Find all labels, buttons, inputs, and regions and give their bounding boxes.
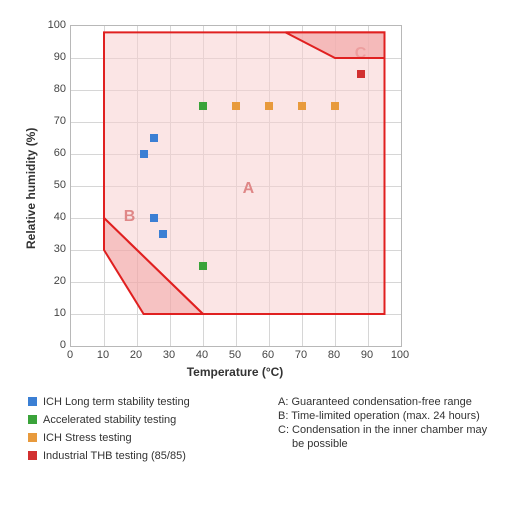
x-tick: 100 [390, 349, 410, 361]
y-tick: 20 [42, 275, 66, 287]
annotation-A: A: Guaranteed condensation-free range [278, 395, 508, 409]
point-ich_long [150, 134, 158, 142]
y-tick: 80 [42, 83, 66, 95]
y-tick: 50 [42, 179, 66, 191]
point-stress [298, 102, 306, 110]
y-tick: 10 [42, 307, 66, 319]
legend-swatch [28, 415, 37, 424]
regions-overlay [71, 26, 401, 346]
legend-label: Industrial THB testing (85/85) [43, 449, 186, 463]
legend-label: ICH Long term stability testing [43, 395, 190, 409]
y-tick: 30 [42, 243, 66, 255]
y-tick: 60 [42, 147, 66, 159]
y-tick: 40 [42, 211, 66, 223]
y-tick: 0 [42, 339, 66, 351]
y-tick: 100 [42, 19, 66, 31]
point-ich_long [140, 150, 148, 158]
legend-item-stress: ICH Stress testing [28, 431, 268, 445]
x-axis-label: Temperature (°C) [70, 365, 400, 379]
point-thb [357, 70, 365, 78]
x-tick: 20 [126, 349, 146, 361]
y-axis-label: Relative humidity (%) [24, 128, 38, 249]
annotation-C1: C: Condensation in the inner chamber may [278, 423, 508, 437]
x-tick: 10 [93, 349, 113, 361]
legend-swatch [28, 451, 37, 460]
y-tick: 70 [42, 115, 66, 127]
plot-area: ABC [70, 25, 402, 347]
point-accel [199, 262, 207, 270]
x-tick: 40 [192, 349, 212, 361]
legend-item-thb: Industrial THB testing (85/85) [28, 449, 268, 463]
point-ich_long [150, 214, 158, 222]
point-accel [199, 102, 207, 110]
point-ich_long [159, 230, 167, 238]
series-legend: ICH Long term stability testing Accelerat… [28, 395, 268, 467]
y-tick: 90 [42, 51, 66, 63]
region-annotations: A: Guaranteed condensation-free rangeB: … [278, 395, 508, 451]
point-stress [331, 102, 339, 110]
x-tick: 70 [291, 349, 311, 361]
x-tick: 60 [258, 349, 278, 361]
annotation-B: B: Time-limited operation (max. 24 hours… [278, 409, 508, 423]
point-stress [232, 102, 240, 110]
annotation-C2: be possible [278, 437, 508, 451]
legend-item-accel: Accelerated stability testing [28, 413, 268, 427]
legend-label: Accelerated stability testing [43, 413, 176, 427]
x-tick: 30 [159, 349, 179, 361]
point-stress [265, 102, 273, 110]
legend-swatch [28, 433, 37, 442]
x-tick: 50 [225, 349, 245, 361]
x-tick: 90 [357, 349, 377, 361]
legend-swatch [28, 397, 37, 406]
legend-label: ICH Stress testing [43, 431, 132, 445]
legend-item-ich_long: ICH Long term stability testing [28, 395, 268, 409]
x-tick: 80 [324, 349, 344, 361]
